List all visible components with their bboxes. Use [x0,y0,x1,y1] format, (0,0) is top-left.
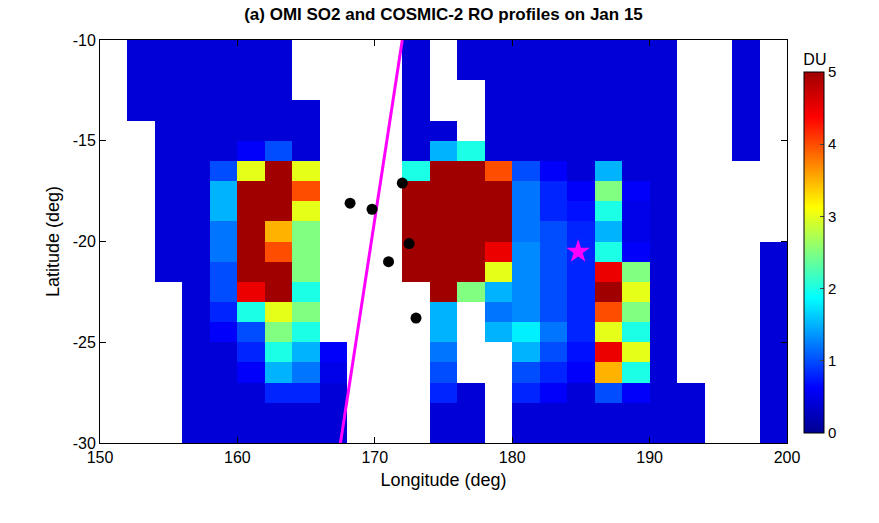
svg-text:-20: -20 [73,233,96,250]
svg-text:170: 170 [361,449,388,466]
svg-text:5: 5 [828,63,836,80]
svg-text:180: 180 [499,449,526,466]
svg-text:Longitude (deg): Longitude (deg) [380,470,506,490]
svg-text:150: 150 [87,449,114,466]
svg-text:2: 2 [828,280,836,297]
svg-text:Latitude (deg): Latitude (deg) [43,186,63,297]
svg-text:-25: -25 [73,334,96,351]
svg-text:1: 1 [828,352,836,369]
svg-text:DU: DU [803,51,826,68]
svg-text:0: 0 [828,424,836,441]
svg-text:3: 3 [828,208,836,225]
svg-text:4: 4 [828,135,836,152]
svg-text:160: 160 [224,449,251,466]
svg-text:190: 190 [636,449,663,466]
svg-text:(a) OMI SO2 and COSMIC-2 RO pr: (a) OMI SO2 and COSMIC-2 RO profiles on … [244,5,643,24]
svg-text:-10: -10 [73,32,96,49]
svg-text:-30: -30 [73,435,96,452]
svg-text:200: 200 [774,449,801,466]
svg-text:-15: -15 [73,132,96,149]
